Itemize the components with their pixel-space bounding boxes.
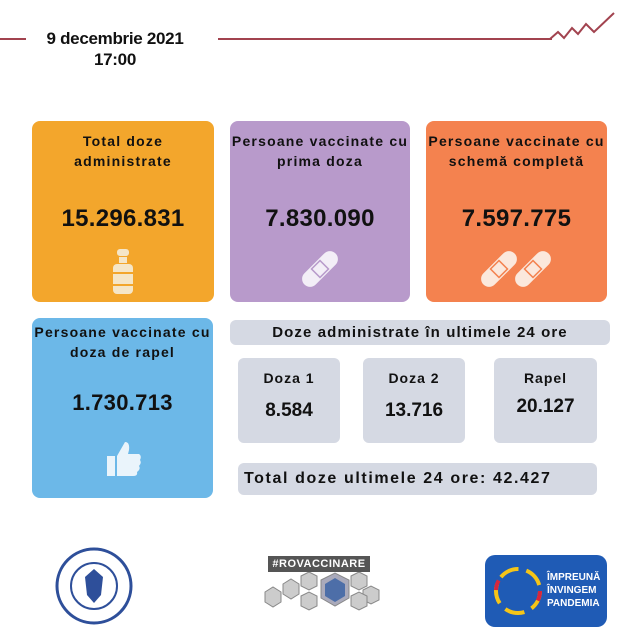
card-value: 7.597.775 (461, 205, 572, 232)
gov-logo (55, 547, 133, 625)
trend-line-icon (549, 12, 615, 40)
card-first-dose: Persoane vaccinate cu prima doza 7.830.0… (230, 121, 410, 302)
date-text: 9 decembrie 2021 (46, 29, 184, 48)
rovaccinare-label: #ROVACCINARE (268, 556, 370, 572)
dose-value: 8.584 (265, 400, 313, 421)
thumbs-up-icon (106, 442, 141, 476)
card-title: Persoane vaccinate cu doza de rapel (34, 324, 211, 360)
booster-box: Rapel 20.127 (494, 358, 597, 443)
header-line-right (218, 38, 552, 40)
two-bandages-icon (480, 251, 551, 287)
cncav-circle (494, 567, 542, 615)
dose1-box: Doza 1 8.584 (238, 358, 340, 443)
header-date: 9 decembrie 2021 17:00 (30, 28, 200, 70)
cncav-logo: ÎMPREUNĂ ÎNVINGEM PANDEMIA (485, 555, 607, 627)
dose-label: Rapel (523, 370, 568, 386)
dose-value: 13.716 (384, 400, 444, 421)
card-title: Total doze administrate (74, 133, 172, 169)
bandage-icon (302, 251, 338, 287)
dose2-box: Doza 2 13.716 (363, 358, 465, 443)
cncav-line: PANDEMIA (547, 598, 600, 609)
vial-icon (113, 249, 133, 294)
card-title: Persoane vaccinate cu prima doza (231, 133, 409, 169)
time-text: 17:00 (94, 50, 136, 69)
dose-label: Doza 1 (263, 370, 315, 386)
last24-title: Doze administrate în ultimele 24 ore (230, 320, 610, 345)
total-value: 42.427 (493, 470, 552, 487)
cncav-text: ÎMPREUNĂ ÎNVINGEM PANDEMIA (547, 571, 600, 610)
cncav-line: ÎNVINGEM (547, 585, 597, 596)
card-booster: Persoane vaccinate cu doza de rapel 1.73… (32, 318, 213, 498)
total-label: Total doze ultimele 24 ore: (244, 470, 487, 487)
card-value: 15.296.831 (61, 205, 185, 232)
card-value: 1.730.713 (72, 390, 173, 415)
card-value: 7.830.090 (265, 205, 375, 232)
rovaccinare-hexagons (264, 572, 380, 611)
card-total-doses: Total doze administrate 15.296.831 (32, 121, 214, 302)
card-title: Persoane vaccinate cu schemă completă (428, 133, 605, 169)
dose-label: Doza 2 (388, 370, 440, 386)
header-line-left (0, 38, 26, 40)
total-24h: Total doze ultimele 24 ore: 42.427 (238, 463, 597, 495)
cncav-line: ÎMPREUNĂ (547, 572, 601, 583)
card-full-scheme: Persoane vaccinate cu schemă completă 7.… (426, 121, 607, 302)
dose-value: 20.127 (516, 396, 575, 417)
